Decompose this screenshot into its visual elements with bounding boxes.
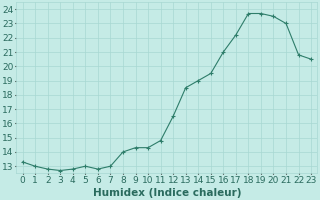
X-axis label: Humidex (Indice chaleur): Humidex (Indice chaleur) [92,188,241,198]
